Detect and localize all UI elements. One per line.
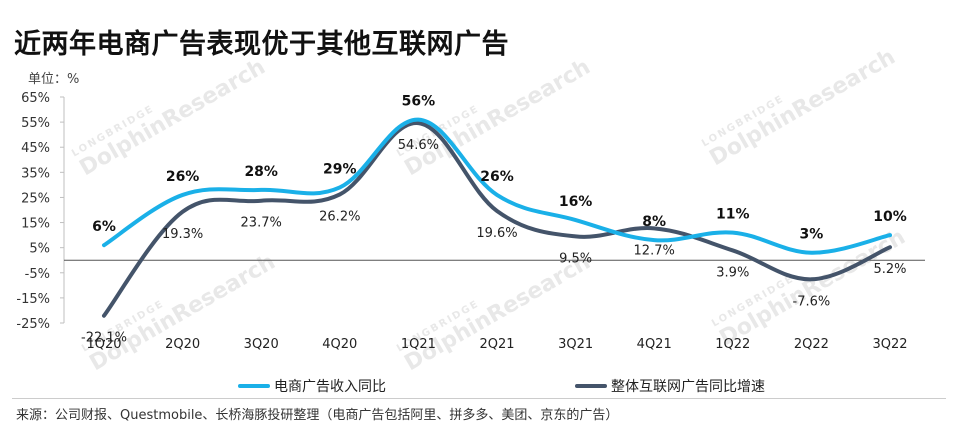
x-tick-label: 4Q21	[637, 337, 672, 352]
data-label-internet: -22.1%	[81, 331, 127, 346]
data-label-internet: 12.7%	[634, 243, 675, 258]
x-tick-label: 1Q20	[86, 337, 121, 352]
data-label-internet: 9.5%	[559, 251, 592, 266]
footer-divider	[12, 398, 946, 399]
y-tick-label: 65%	[21, 91, 50, 106]
data-label-ecommerce: 56%	[402, 94, 436, 110]
data-label-internet: 54.6%	[398, 138, 439, 153]
legend-swatch-internet	[575, 384, 607, 388]
line-chart: -25% -15% -5% 5% 15% 25% 35% 45% 55% 65% 6% 26% 28% 2…	[16, 91, 925, 352]
data-label-ecommerce: 8%	[642, 214, 666, 230]
data-label-ecommerce: 28%	[244, 164, 278, 180]
x-tick-label: 2Q21	[479, 337, 514, 352]
data-label-internet: -7.6%	[793, 294, 831, 309]
data-label-ecommerce: 16%	[559, 194, 593, 210]
source-note: 来源：公司财报、Questmobile、长桥海豚投研整理（电商广告包括阿里、拼多…	[16, 408, 619, 423]
y-tick-label: -5%	[25, 267, 50, 282]
data-label-ecommerce: 26%	[166, 169, 200, 185]
legend-swatch-ecommerce	[238, 384, 270, 388]
data-label-internet: 19.6%	[476, 226, 517, 241]
legend-label-internet: 整体互联网广告同比增速	[611, 379, 765, 395]
y-tick-label: 15%	[21, 217, 50, 232]
chart-title: 近两年电商广告表现优于其他互联网广告	[14, 29, 509, 60]
data-label-internet: 26.2%	[319, 209, 360, 224]
y-tick-label: 35%	[21, 166, 50, 181]
x-tick-label: 2Q20	[165, 337, 200, 352]
x-tick-label: 1Q21	[401, 337, 436, 352]
y-tick-label: 25%	[21, 191, 50, 206]
y-tick-label: 45%	[21, 141, 50, 156]
legend-label-ecommerce: 电商广告收入同比	[274, 379, 386, 395]
x-tick-label: 3Q20	[244, 337, 279, 352]
y-tick-label: 5%	[29, 242, 50, 257]
legend-item-internet: 整体互联网广告同比增速	[575, 376, 765, 396]
data-label-internet: 3.9%	[716, 265, 749, 280]
x-tick-label: 4Q20	[322, 337, 357, 352]
y-tick-label: -25%	[16, 317, 50, 332]
unit-label: 单位：%	[28, 72, 80, 87]
data-label-ecommerce: 3%	[800, 227, 824, 243]
data-label-internet: 23.7%	[241, 216, 282, 231]
data-label-ecommerce: 26%	[480, 169, 514, 185]
data-label-ecommerce: 29%	[323, 161, 357, 177]
data-label-internet: 5.2%	[873, 262, 906, 277]
legend-item-ecommerce: 电商广告收入同比	[238, 376, 386, 396]
series-line-ecommerce	[102, 117, 892, 255]
series-line-internet	[102, 121, 892, 318]
data-label-internet: 19.3%	[162, 227, 203, 242]
data-label-ecommerce: 11%	[716, 207, 750, 223]
data-label-ecommerce: 10%	[873, 209, 907, 225]
y-tick-label: 55%	[21, 116, 50, 131]
x-tick-label: 3Q21	[558, 337, 593, 352]
x-tick-label: 2Q22	[794, 337, 829, 352]
y-tick-label: -15%	[16, 292, 50, 307]
x-tick-label: 1Q22	[715, 337, 750, 352]
x-tick-label: 3Q22	[872, 337, 907, 352]
data-label-ecommerce: 6%	[92, 219, 116, 235]
